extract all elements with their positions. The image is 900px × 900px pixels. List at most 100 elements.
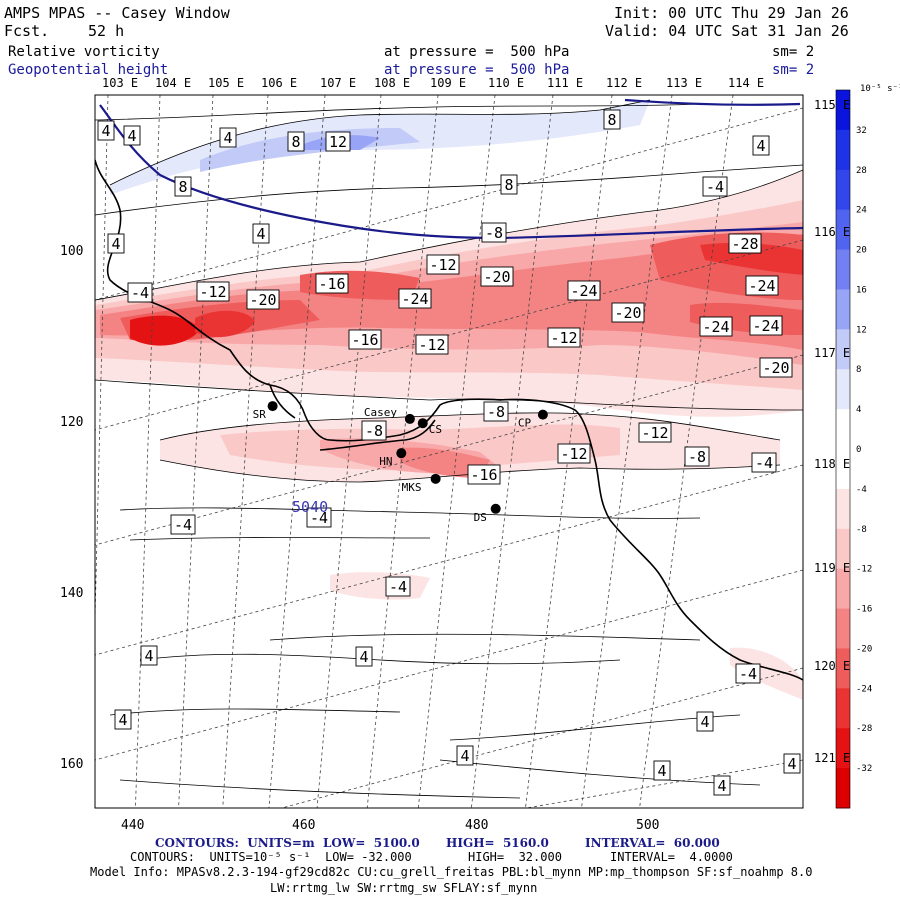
station-label: HN: [379, 455, 392, 468]
footer-vort-interval: INTERVAL= 4.0000: [610, 850, 733, 864]
lon-label: 113 E: [666, 76, 703, 90]
colorbar-label: -4: [856, 485, 867, 495]
colorbar-label: 0: [856, 445, 861, 455]
contour-label: 4: [114, 709, 132, 730]
forecast-hour: 52 h: [88, 22, 125, 40]
contour-label-text: -28: [731, 235, 758, 253]
station-marker: [267, 401, 278, 412]
contour-label: -12: [415, 334, 449, 355]
y-tick: 160: [60, 757, 84, 772]
contour-label: 4: [752, 135, 770, 156]
contour-label: 8: [500, 174, 518, 195]
colorbar-swatch: [836, 90, 850, 131]
station-marker: [490, 503, 501, 514]
contour-label-text: -12: [429, 256, 456, 274]
lon-label: 105 E: [208, 76, 245, 90]
contour-label: 4: [123, 125, 141, 146]
colorbar-swatch: [836, 528, 850, 570]
contour-label: 12: [325, 131, 351, 152]
contour-label: -12: [547, 327, 581, 348]
contour-label-text: -24: [702, 318, 729, 336]
field1-level: at pressure = 500 hPa: [384, 44, 570, 60]
contour-label: 4: [107, 233, 125, 254]
contour-label: 4: [783, 753, 801, 774]
contour-label-text: -4: [174, 516, 192, 534]
contour-label: 4: [355, 646, 373, 667]
footer-height-contours: CONTOURS: UNITS=m LOW= 5100.0: [155, 836, 420, 850]
vorticity-shading: [95, 100, 803, 700]
colorbar-swatch: [836, 289, 850, 330]
contour-label-text: 4: [144, 647, 153, 665]
contour-label: -20: [611, 302, 645, 323]
colorbar-swatch: [836, 369, 850, 410]
colorbar-swatch: [836, 249, 850, 290]
lon-right-label: 120 E: [814, 659, 851, 673]
contour-label-text: -4: [310, 509, 328, 527]
contour-label: -4: [385, 576, 411, 597]
contour-label: -20: [480, 266, 514, 287]
contour-label-text: -12: [418, 336, 445, 354]
station-label: Casey: [364, 406, 397, 419]
footer-height-interval: INTERVAL= 60.000: [585, 836, 720, 850]
contour-label: -24: [398, 288, 432, 309]
contour-label: 8: [174, 176, 192, 197]
contour-label-text: -4: [389, 578, 407, 596]
station-marker: [404, 413, 415, 424]
colorbar-label: -8: [856, 525, 867, 535]
colorbar-swatch: [836, 648, 850, 689]
forecast-label: Fcst.: [4, 22, 50, 40]
contour-label: -12: [196, 281, 230, 302]
contour-label: -24: [749, 315, 783, 336]
contour-label-text: 4: [717, 777, 726, 795]
footer-height-high: HIGH= 5160.0: [446, 836, 549, 850]
contour-label: -4: [127, 282, 153, 303]
station-marker: [417, 418, 428, 429]
contour-label-text: -20: [483, 268, 510, 286]
lon-label: 103 E: [102, 76, 139, 90]
colorbar-label: 32: [856, 126, 867, 136]
contour-label: -24: [567, 280, 601, 301]
contour-label-text: 4: [460, 747, 469, 765]
lon-right-label: 118 E: [814, 457, 851, 471]
station-label: CS: [429, 423, 442, 436]
colorbar-label: -24: [856, 684, 872, 694]
contour-label-text: -24: [570, 282, 597, 300]
station-label: CP: [518, 417, 532, 430]
colorbar-swatch: [836, 329, 850, 370]
contour-label: -12: [426, 254, 460, 275]
footer-vort-contours: CONTOURS: UNITS=10⁻⁵ s⁻¹ LOW= -32.000: [130, 850, 412, 864]
station-label: SR: [253, 408, 267, 421]
contour-label-text: 4: [787, 755, 796, 773]
contour-label-text: -8: [688, 448, 706, 466]
lon-label: 114 E: [728, 76, 765, 90]
colorbar-label: -16: [856, 605, 872, 615]
contour-label-text: 4: [756, 137, 765, 155]
contour-label-text: -12: [560, 445, 587, 463]
contour-label-text: -8: [487, 403, 505, 421]
lon-label: 109 E: [430, 76, 467, 90]
field2-level: at pressure = 500 hPa: [384, 62, 570, 78]
plot-frame: [94, 94, 804, 809]
contour-label: -28: [728, 233, 762, 254]
colorbar-swatch: [836, 129, 850, 171]
contour-label-text: 4: [359, 648, 368, 666]
station-label: DS: [474, 511, 487, 524]
contour-label-text: -20: [249, 291, 276, 309]
station-marker: [537, 409, 548, 420]
colorbar-swatch: [836, 608, 850, 649]
contour-label-text: -16: [351, 331, 378, 349]
init-time: Init: 00 UTC Thu 29 Jan 26: [614, 4, 849, 22]
colorbar-swatch: [836, 449, 850, 490]
contour-label: -4: [735, 663, 761, 684]
contour-label-text: 8: [291, 133, 300, 151]
contour-label-text: 4: [127, 127, 136, 145]
contour-label: -4: [702, 176, 728, 197]
colorbar-label: -20: [856, 644, 872, 654]
lon-label: 107 E: [320, 76, 357, 90]
contour-label-text: -24: [752, 317, 779, 335]
contour-label: 4: [696, 711, 714, 732]
lon-label: 111 E: [547, 76, 584, 90]
contour-label-text: 4: [111, 235, 120, 253]
